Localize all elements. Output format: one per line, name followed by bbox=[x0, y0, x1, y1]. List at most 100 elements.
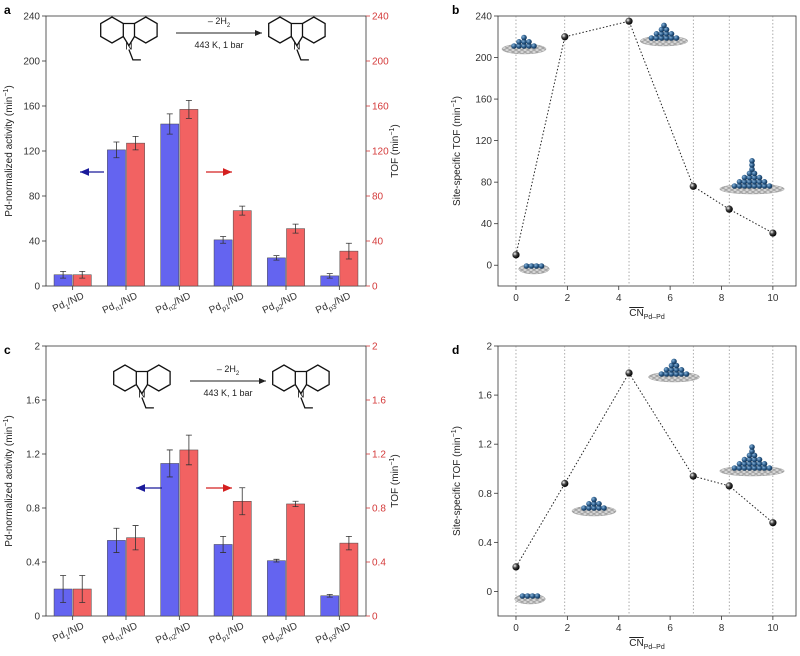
large-nanoparticle-1-atom bbox=[756, 174, 763, 181]
y2-tick-label: 40 bbox=[372, 237, 384, 248]
dense-cluster-1-atom bbox=[653, 35, 660, 41]
bar-left bbox=[267, 560, 286, 617]
panel-label: c bbox=[4, 343, 11, 357]
panel-label: b bbox=[452, 3, 459, 17]
large-nanoparticle-2-atom bbox=[761, 461, 768, 467]
dense-cluster-1-atom bbox=[658, 31, 665, 37]
large-nanoparticle-2-atom bbox=[741, 465, 748, 471]
large-nanoparticle-1-atom bbox=[766, 183, 773, 189]
error-bar bbox=[113, 527, 120, 553]
dense-cluster-2-atom bbox=[668, 367, 675, 373]
large-nanoparticle-2 bbox=[719, 444, 785, 477]
y-tick-label: 80 bbox=[481, 178, 493, 189]
x-tick-label: Pdp1/ND bbox=[208, 621, 247, 649]
dense-cluster-2-atom bbox=[673, 367, 680, 373]
y-tick-label: 40 bbox=[29, 237, 41, 248]
reaction-conditions: 443 K, 1 bar bbox=[194, 40, 243, 50]
large-nanoparticle-1-atom bbox=[751, 179, 758, 185]
large-nanoparticle-2-atom bbox=[751, 452, 758, 459]
y2-tick-label: 200 bbox=[372, 57, 389, 68]
single-atom-1-atom bbox=[533, 263, 540, 269]
x-tick-label: 6 bbox=[667, 293, 673, 304]
y-tick-label: 0.8 bbox=[478, 489, 492, 500]
error-bar bbox=[239, 487, 246, 516]
small-cluster-1-atom bbox=[521, 34, 527, 41]
data-point bbox=[725, 482, 733, 490]
error-bar bbox=[166, 449, 173, 478]
error-bar bbox=[273, 558, 280, 563]
large-nanoparticle-1-atom bbox=[736, 179, 743, 185]
large-nanoparticle-2-atom bbox=[746, 456, 753, 463]
large-nanoparticle-1-atom bbox=[746, 179, 753, 185]
dense-cluster-2-atom bbox=[678, 371, 685, 377]
x-tick-label: 6 bbox=[667, 623, 673, 634]
large-nanoparticle-1-atom bbox=[756, 179, 763, 185]
single-atom-1-atom bbox=[538, 263, 545, 269]
error-bar bbox=[185, 99, 192, 119]
y-tick-label: 1.6 bbox=[26, 396, 40, 407]
x-tick-label: 10 bbox=[767, 623, 779, 634]
single-atom-2-atom bbox=[534, 593, 541, 599]
dense-cluster-2-atom bbox=[678, 367, 685, 373]
reaction-reagent-text: – 2H bbox=[208, 16, 227, 26]
bar-left bbox=[213, 239, 233, 287]
large-nanoparticle-2-atom bbox=[751, 456, 758, 463]
data-point bbox=[769, 519, 777, 527]
y-tick-label: 200 bbox=[475, 53, 492, 64]
bar-left bbox=[107, 149, 126, 287]
data-point bbox=[625, 17, 633, 25]
y2-axis-label-close: ) bbox=[390, 454, 401, 457]
x-tick-label: Pdn1/ND bbox=[101, 621, 140, 649]
error-bar bbox=[220, 236, 227, 244]
x-tick-label-sub: p1 bbox=[221, 303, 231, 313]
y2-axis-label-sup: −1 bbox=[389, 458, 396, 466]
y2-axis-label: TOF (min−1) bbox=[389, 124, 401, 177]
y-tick-label: 0 bbox=[486, 261, 492, 272]
large-nanoparticle-1-atom bbox=[749, 166, 755, 172]
small-cluster-2-atom bbox=[581, 505, 587, 511]
plot-frame bbox=[45, 345, 367, 617]
y-tick-label: 240 bbox=[23, 12, 40, 23]
dense-cluster-1-atom bbox=[661, 22, 667, 29]
data-point bbox=[625, 369, 633, 377]
y-tick-label: 120 bbox=[23, 147, 40, 158]
y-tick-label: 2 bbox=[34, 342, 40, 353]
bar-right bbox=[286, 503, 305, 617]
series-line bbox=[515, 372, 774, 568]
bar-right bbox=[339, 542, 359, 617]
x-tick-label-suffix: /ND bbox=[332, 621, 352, 638]
dense-cluster-1-atom bbox=[648, 35, 655, 41]
y-axis-label-close: ) bbox=[4, 415, 15, 418]
x-tick-label-suffix: /ND bbox=[66, 621, 86, 638]
error-bar bbox=[345, 535, 352, 551]
y-tick-label: 1.2 bbox=[478, 440, 492, 451]
plot-frame bbox=[497, 345, 797, 617]
error-bar bbox=[185, 434, 192, 466]
error-bar bbox=[132, 135, 139, 151]
dense-cluster-1-atom bbox=[658, 26, 665, 33]
x-tick-label-suffix: /ND bbox=[279, 621, 299, 638]
dense-cluster-1-atom bbox=[663, 31, 670, 37]
dense-cluster-2 bbox=[648, 358, 700, 383]
x-tick-label-sub: 1 bbox=[65, 303, 72, 311]
large-nanoparticle-2-atom bbox=[749, 444, 755, 450]
large-nanoparticle-2-atom bbox=[761, 465, 768, 471]
large-nanoparticle-1-atom bbox=[751, 174, 758, 181]
molecule-rings bbox=[268, 16, 326, 44]
error-bar bbox=[113, 141, 120, 159]
x-tick-label: 2 bbox=[565, 623, 571, 634]
x-tick-label-sub: p2 bbox=[274, 303, 284, 313]
dense-cluster-2-atom bbox=[668, 362, 675, 369]
y-axis-label-sup: −1 bbox=[3, 419, 10, 427]
y-tick-label: 160 bbox=[475, 95, 492, 106]
y2-axis-label-text: TOF (min bbox=[390, 466, 401, 508]
error-bar bbox=[326, 594, 333, 598]
x-tick-label-base: Pd bbox=[261, 631, 277, 646]
large-nanoparticle-1-atom bbox=[741, 183, 748, 189]
dense-cluster-2-atom bbox=[683, 371, 690, 377]
y-axis-label: Pd-normalized activity (min−1) bbox=[3, 85, 15, 216]
dense-cluster-2-atom bbox=[673, 371, 680, 377]
x-tick-label: 0 bbox=[513, 623, 519, 634]
series-line bbox=[515, 20, 774, 255]
large-nanoparticle-1-atom bbox=[761, 183, 768, 189]
